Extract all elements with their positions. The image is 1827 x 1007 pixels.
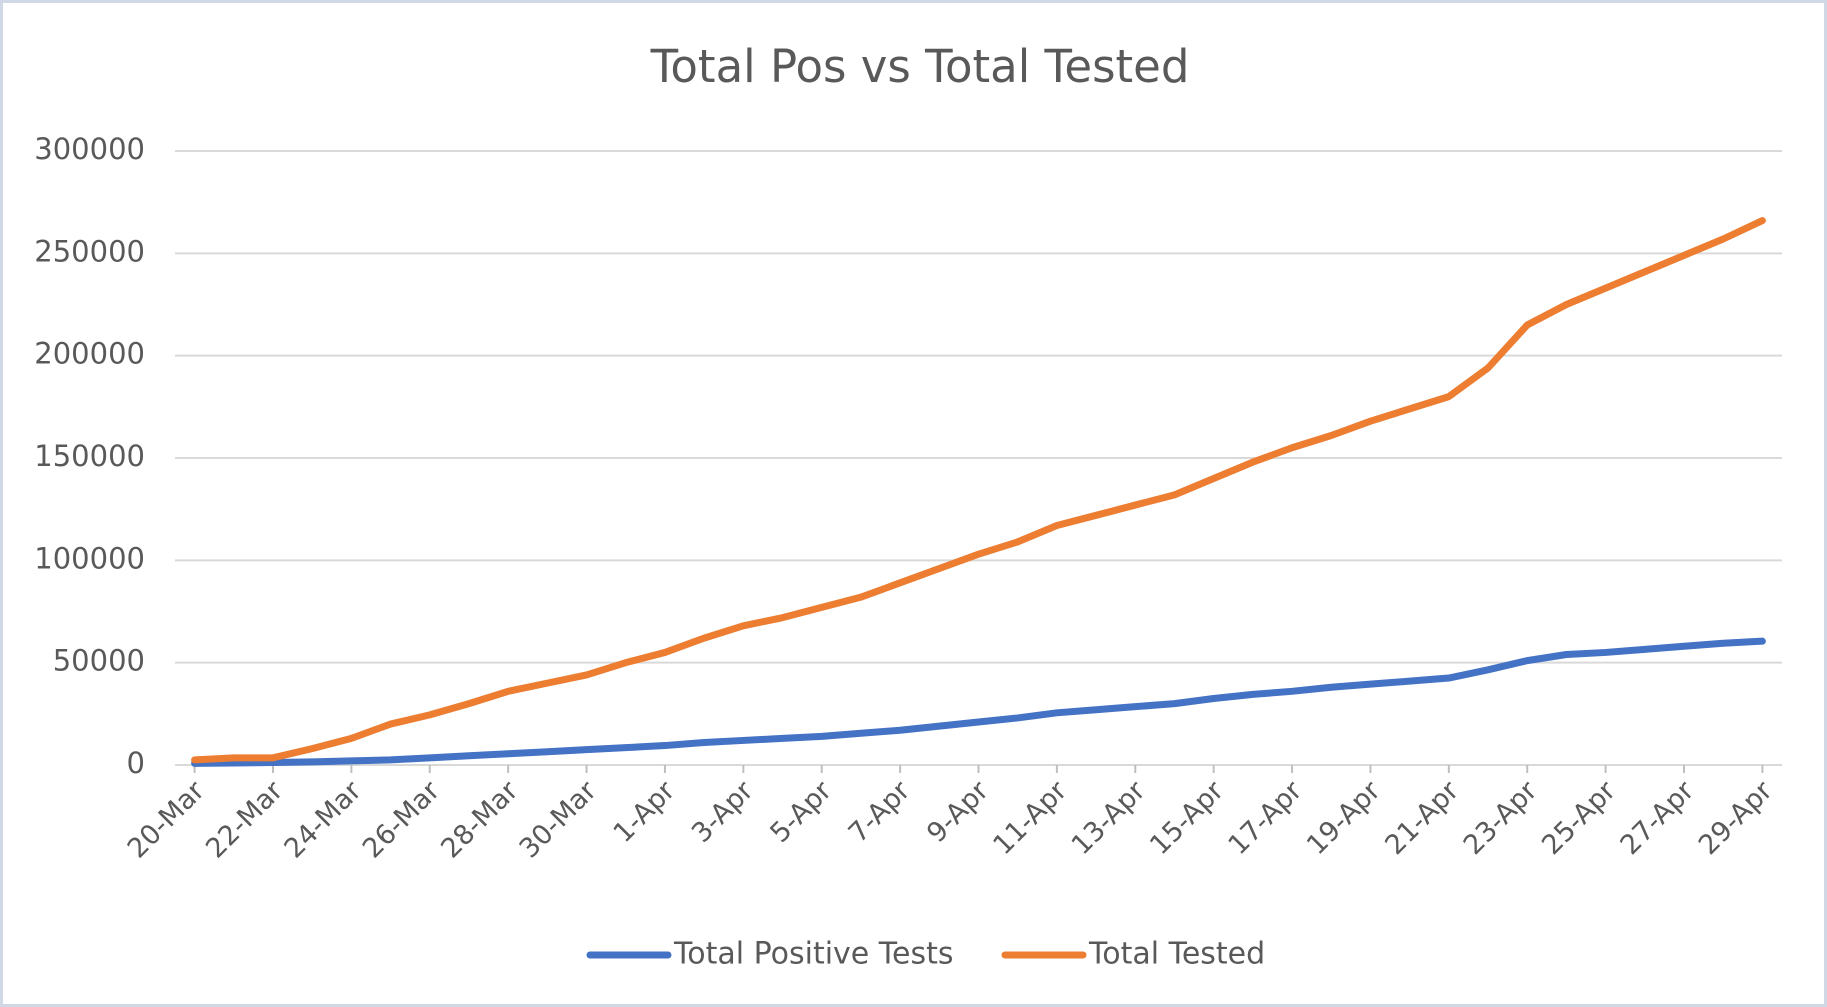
series-line	[191, 217, 1766, 764]
chart-title: Total Pos vs Total Tested	[650, 40, 1190, 93]
y-tick-label: 150000	[34, 439, 145, 473]
y-tick-label: 250000	[34, 234, 145, 268]
y-tick-label: 300000	[34, 132, 145, 166]
legend-label: Total Positive Tests	[673, 937, 954, 972]
series-line	[191, 637, 1766, 767]
y-tick-label: 100000	[34, 541, 145, 575]
y-tick-label: 200000	[34, 337, 145, 371]
y-tick-label: 50000	[53, 644, 145, 678]
y-tick-label: 0	[127, 746, 145, 780]
legend-label: Total Tested	[1088, 937, 1265, 972]
